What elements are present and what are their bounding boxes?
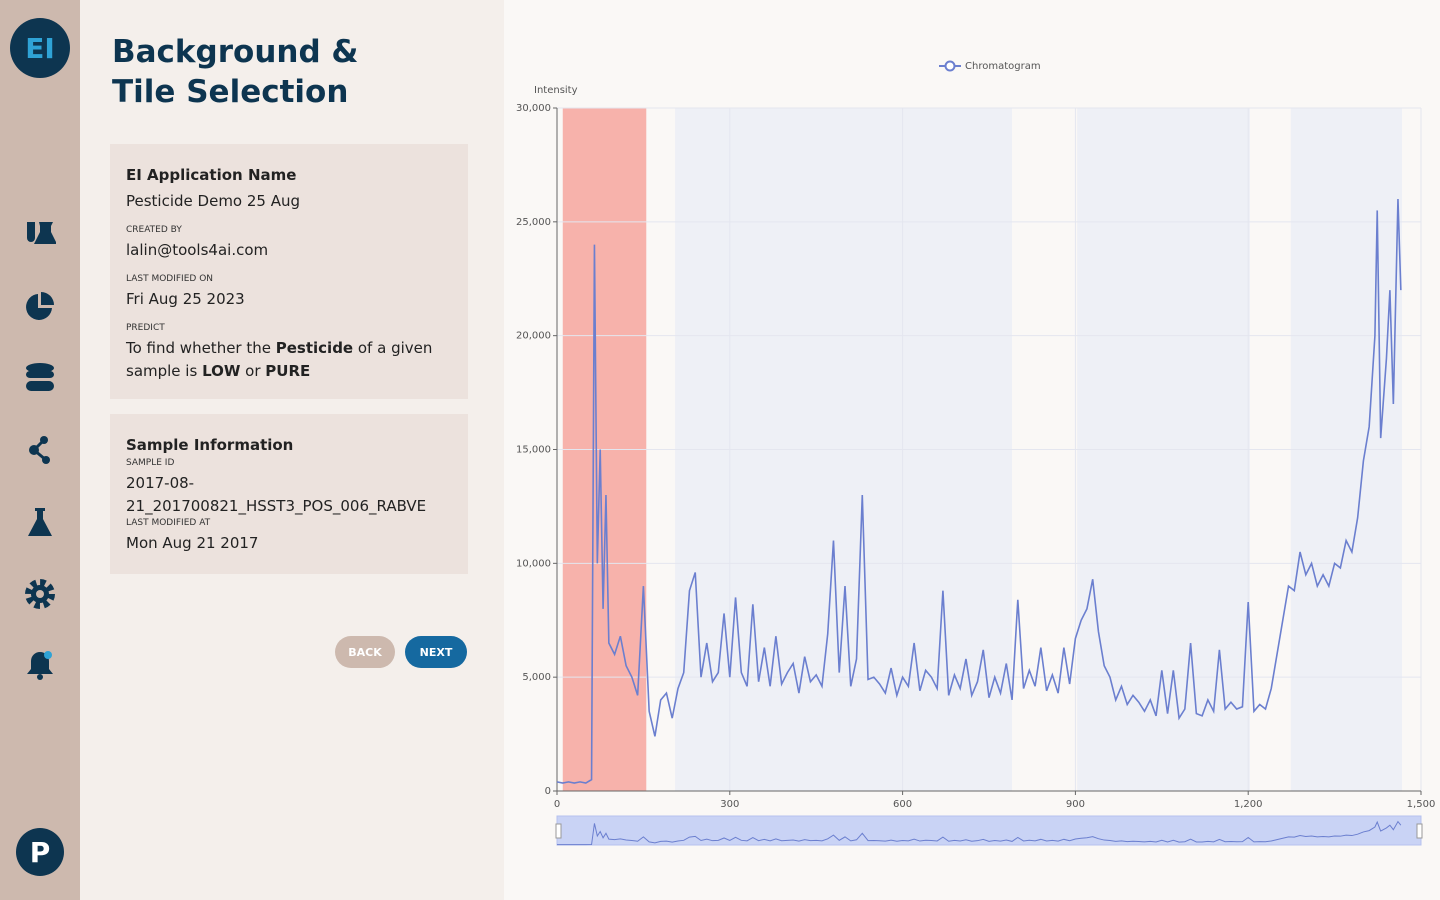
y-tick-label: 30,000: [516, 103, 551, 114]
back-button[interactable]: BACK: [335, 636, 395, 668]
share-icon[interactable]: [24, 434, 56, 466]
y-tick-label: 15,000: [516, 445, 551, 456]
card-heading: Sample Information: [126, 436, 294, 454]
title-line: Background &: [112, 34, 359, 70]
x-tick-label: 1,500: [1407, 799, 1436, 810]
settings-icon[interactable]: [24, 578, 56, 610]
database-icon[interactable]: [24, 362, 56, 394]
predict-segment: Pesticide: [275, 339, 354, 357]
lab-icon[interactable]: [24, 220, 56, 248]
info-panel: Background & Tile Selection EI Applicatio…: [80, 0, 504, 900]
y-axis-label: Intensity: [534, 85, 578, 96]
field-value: Mon Aug 21 2017: [126, 534, 259, 552]
logo[interactable]: EI: [10, 18, 70, 78]
field-label: CREATED BY: [126, 225, 182, 235]
navigator-series: [556, 820, 1402, 846]
field-value: 2017-08- 21_201700821_HSST3_POS_006_RABVE: [126, 472, 452, 518]
avatar[interactable]: P: [16, 828, 64, 876]
y-tick-label: 0: [545, 786, 551, 797]
field-label: PREDICT: [126, 323, 165, 333]
y-tick-label: 25,000: [516, 217, 551, 228]
flask-icon[interactable]: [24, 506, 56, 538]
predict-segment: To find whether the: [126, 339, 276, 357]
field-label: LAST MODIFIED ON: [126, 274, 214, 284]
chart-icon[interactable]: [24, 290, 56, 322]
field-label: SAMPLE ID: [126, 458, 175, 468]
x-tick-label: 600: [893, 799, 912, 810]
navigator: [556, 815, 1422, 846]
app-name: Pesticide Demo 25 Aug: [126, 192, 301, 210]
x-tick-label: 900: [1066, 799, 1085, 810]
sidebar: EI P: [0, 0, 80, 900]
app-card: EI Application Name Pesticide Demo 25 Au…: [110, 144, 468, 399]
sample-id-line: 21_201700821_HSST3_POS_006_RABVE: [126, 497, 427, 515]
predict-segment: PURE: [265, 362, 311, 380]
field-label: LAST MODIFIED AT: [126, 518, 211, 528]
notification-icon[interactable]: [24, 648, 56, 682]
card-heading: EI Application Name: [126, 166, 297, 184]
navigator-handle: [555, 823, 562, 839]
predict-segment: LOW: [202, 362, 241, 380]
chart: 0 5,000 10,000 15,000 20,000 25,000 30,000 0 300…: [516, 60, 1436, 846]
field-value: Fri Aug 25 2023: [126, 290, 245, 308]
predict-segment: of a given sample is: [126, 339, 433, 380]
x-tick-label: 300: [720, 799, 739, 810]
x-tick-label: 0: [554, 799, 560, 810]
title-line: Tile Selection: [112, 74, 349, 110]
predict-text: To find whether the Pesticide of a given…: [126, 337, 452, 383]
next-button[interactable]: NEXT: [405, 636, 467, 668]
y-tick-label: 10,000: [516, 558, 551, 569]
legend-marker: [944, 60, 956, 72]
legend-label: Chromatogram: [965, 61, 1041, 72]
page-title: Background & Tile Selection: [112, 32, 358, 112]
field-value: lalin@tools4ai.com: [126, 241, 269, 259]
x-tick-label: 1,200: [1234, 799, 1263, 810]
predict-segment: or: [240, 362, 266, 380]
y-tick-label: 20,000: [516, 331, 551, 342]
sample-card: Sample Information SAMPLE ID 2017-08- 21_…: [110, 414, 468, 574]
line-series: [556, 199, 1402, 784]
sample-id-line: 2017-08-: [126, 474, 195, 492]
y-tick-label: 5,000: [522, 672, 551, 683]
navigator-handle: [1416, 823, 1423, 839]
